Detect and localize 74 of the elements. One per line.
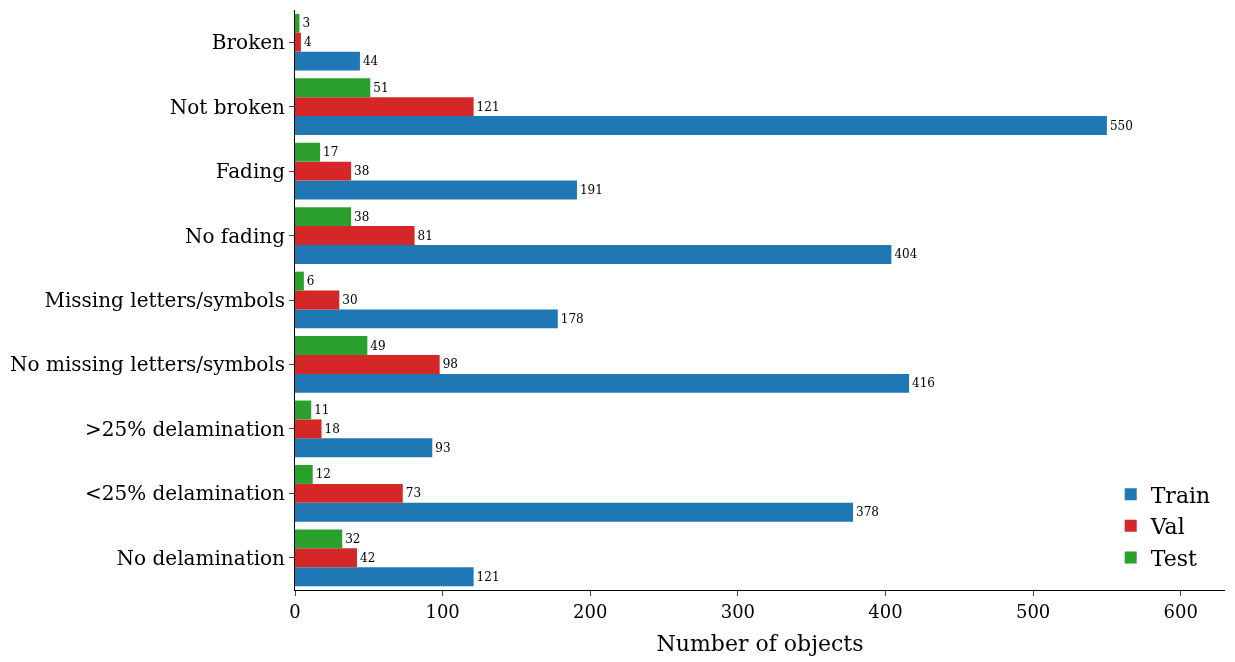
data-label: 49 xyxy=(370,338,386,353)
bar xyxy=(295,97,474,117)
data-label: 404 xyxy=(894,247,918,262)
data-label: 18 xyxy=(324,421,340,436)
data-label: 38 xyxy=(354,209,370,224)
y-tick-label: No delamination xyxy=(116,545,286,570)
data-label: 17 xyxy=(323,145,339,160)
x-tick-label: 400 xyxy=(868,600,903,622)
y-tick-label: No fading xyxy=(184,223,286,248)
bar xyxy=(295,464,313,484)
bar xyxy=(295,373,910,393)
bar xyxy=(295,207,352,227)
bar xyxy=(295,567,474,587)
data-label: 121 xyxy=(476,569,500,584)
bar xyxy=(295,400,312,420)
data-label: 12 xyxy=(315,467,331,482)
legend-label: Train xyxy=(1150,482,1211,508)
bar xyxy=(295,180,577,200)
data-label: 42 xyxy=(360,550,376,565)
bar xyxy=(295,271,304,291)
bar xyxy=(295,245,892,264)
x-tick-label: 100 xyxy=(425,600,460,622)
bar xyxy=(295,354,440,374)
bar xyxy=(295,290,340,310)
bar xyxy=(295,13,300,33)
bar xyxy=(295,548,357,568)
data-label: 30 xyxy=(342,293,358,307)
data-label: 378 xyxy=(856,505,879,520)
data-label: 51 xyxy=(373,80,389,95)
y-tick-label: >25% delamination xyxy=(84,416,286,441)
x-tick-label: 600 xyxy=(1163,600,1198,622)
bar xyxy=(295,226,415,246)
x-tick-label: 0 xyxy=(289,600,301,622)
data-label: 11 xyxy=(314,402,330,417)
y-tick-label: Broken xyxy=(211,30,286,55)
y-tick-label: Fading xyxy=(215,159,286,184)
data-label: 44 xyxy=(362,54,379,69)
y-tick-label: <25% delamination xyxy=(84,481,286,506)
data-label: 73 xyxy=(405,486,422,501)
bar xyxy=(295,161,352,181)
data-label: 178 xyxy=(560,311,584,326)
bar xyxy=(295,51,360,71)
data-label: 98 xyxy=(442,357,458,372)
x-tick-label: 300 xyxy=(720,600,756,622)
bar xyxy=(295,116,1107,136)
data-label: 3 xyxy=(302,16,311,31)
data-label: 4 xyxy=(303,35,312,50)
x-tick-label: 500 xyxy=(1015,600,1051,622)
y-tick-label: Missing letters/symbols xyxy=(44,288,285,312)
data-label: 32 xyxy=(345,531,361,546)
bar xyxy=(295,502,853,522)
data-label: 416 xyxy=(912,376,936,391)
data-label: 6 xyxy=(306,274,315,289)
bar xyxy=(295,529,343,549)
bar xyxy=(295,78,371,98)
bar xyxy=(295,336,368,355)
data-label: 550 xyxy=(1109,118,1133,133)
data-label: 81 xyxy=(417,228,433,243)
bar xyxy=(295,419,322,439)
bar xyxy=(295,142,321,162)
data-label: 93 xyxy=(435,440,451,455)
y-tick-label: Not broken xyxy=(169,94,286,119)
bar xyxy=(295,438,433,458)
y-tick-label: No missing letters/symbols xyxy=(10,352,285,377)
x-axis-title: Number of objects xyxy=(656,631,864,657)
legend-label: Test xyxy=(1150,545,1197,571)
bar xyxy=(295,32,301,52)
x-tick-label: 200 xyxy=(573,600,608,622)
bar xyxy=(295,309,558,329)
legend-label: Val xyxy=(1149,514,1185,540)
data-label: 191 xyxy=(579,183,603,198)
data-label: 121 xyxy=(476,99,500,114)
bar xyxy=(295,483,403,503)
data-label: 38 xyxy=(354,164,370,179)
